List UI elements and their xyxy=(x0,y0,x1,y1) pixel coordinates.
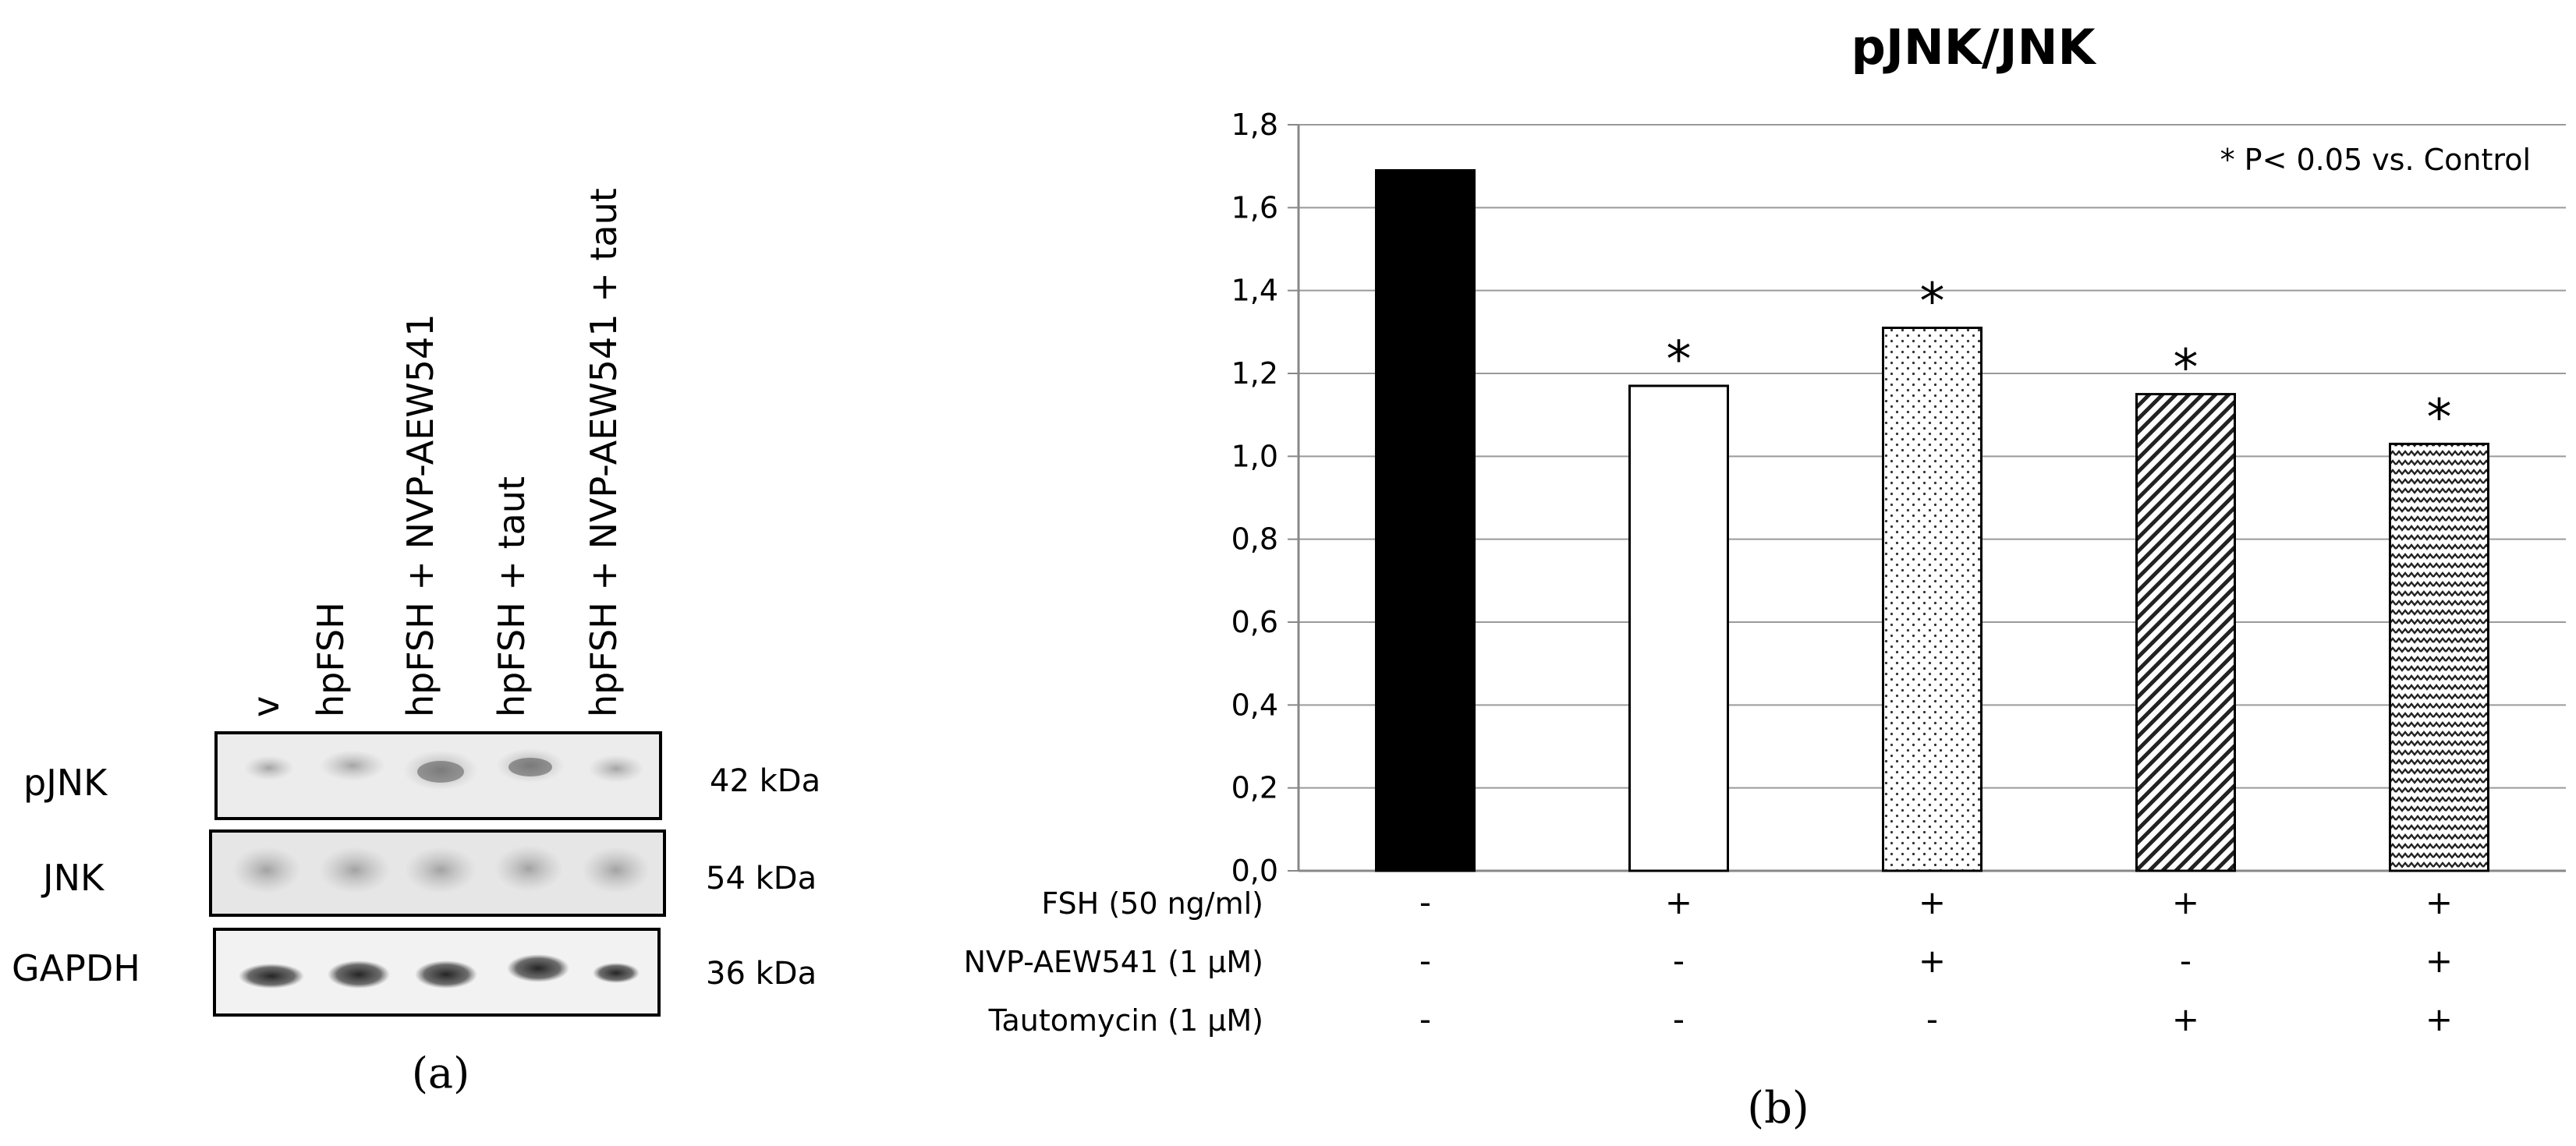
kda-label-pjnk: 42 kDa xyxy=(710,763,820,799)
treatment-symbol: + xyxy=(1919,883,1946,921)
y-tick-label: 0,4 xyxy=(1231,688,1278,722)
treatment-symbol: + xyxy=(2425,1000,2453,1038)
significance-markers: * * * * xyxy=(1667,274,2452,447)
y-tick-label: 0,6 xyxy=(1231,605,1278,639)
lane-labels: v hpFSH hpFSH + NVP-AEW541 hpFSH + taut hpFS… xyxy=(245,188,625,717)
bar xyxy=(1882,327,1982,872)
bar xyxy=(1375,168,1476,872)
significance-annotation: * P< 0.05 vs. Control xyxy=(2220,143,2531,177)
treatment-label: Tautomycin (1 μM) xyxy=(988,1003,1263,1038)
treatment-symbol: + xyxy=(2425,883,2453,921)
panel-a-caption: (a) xyxy=(412,1049,469,1098)
band xyxy=(507,954,569,982)
band xyxy=(239,964,304,989)
treatment-label: FSH (50 ng/ml) xyxy=(1041,886,1263,921)
treatment-label: NVP-AEW541 (1 μM) xyxy=(964,945,1263,979)
band xyxy=(593,963,640,983)
lane-label: hpFSH + taut xyxy=(491,476,533,717)
blot-row-gapdh: GAPDH 36 kDa xyxy=(12,928,817,1017)
lane-label: hpFSH + NVP-AEW541 + taut xyxy=(583,188,625,717)
treatment-symbol: - xyxy=(1419,942,1431,980)
bar xyxy=(2389,442,2489,872)
treatment-symbol: + xyxy=(2172,1000,2199,1038)
band xyxy=(244,755,294,780)
treatment-symbol: + xyxy=(2425,942,2453,980)
kda-label-jnk: 54 kDa xyxy=(706,861,817,897)
blot-row-pjnk: pJNK 42 kDa xyxy=(23,731,820,820)
y-tick-label: 0,0 xyxy=(1231,854,1278,888)
bar xyxy=(2135,393,2236,872)
y-tick-label: 1,6 xyxy=(1231,190,1278,225)
significance-star: * xyxy=(2174,340,2199,398)
y-tick-label: 0,8 xyxy=(1231,522,1278,557)
treatment-symbol: - xyxy=(1419,1000,1431,1038)
bar-chart-panel: pJNK/JNK 0,00,20,40,60,81,01,21,41,61,8 … xyxy=(964,19,2566,1134)
treatment-symbol: - xyxy=(2180,942,2192,980)
western-blot-panel: v hpFSH hpFSH + NVP-AEW541 hpFSH + taut hpFS… xyxy=(12,188,820,1098)
bar xyxy=(1628,384,1729,872)
band xyxy=(319,847,391,893)
blot-label-pjnk: pJNK xyxy=(23,762,108,804)
lane-label: v xyxy=(245,696,287,717)
band xyxy=(417,761,464,783)
band xyxy=(508,758,552,776)
chart-title: pJNK/JNK xyxy=(1851,19,2096,76)
treatment-symbol: - xyxy=(1673,942,1685,980)
significance-star: * xyxy=(1667,331,1692,389)
treatment-symbol: + xyxy=(2172,883,2199,921)
bars xyxy=(1375,168,2489,872)
y-tick-label: 1,2 xyxy=(1231,356,1278,391)
band xyxy=(494,845,563,892)
lane-label: hpFSH xyxy=(310,602,352,717)
band xyxy=(405,847,477,893)
blot-label-gapdh: GAPDH xyxy=(12,947,140,989)
band xyxy=(232,847,301,893)
y-tick-label: 0,2 xyxy=(1231,771,1278,805)
y-tick-label: 1,4 xyxy=(1231,274,1278,308)
treatment-symbol: - xyxy=(1926,1000,1938,1038)
treatment-symbol: + xyxy=(1665,883,1692,921)
significance-star: * xyxy=(1920,274,1945,331)
y-tick-label: 1,8 xyxy=(1231,108,1278,142)
treatment-table: FSH (50 ng/ml) - + + + + NVP-AEW541 (1 μM) - - + -… xyxy=(964,883,2454,1038)
y-tick-label: 1,0 xyxy=(1231,439,1278,473)
y-axis-ticks: 0,0 0,2 0,4 0,6 0,8 1,0 1,2 1,4 1,6 1,8 xyxy=(1231,108,1299,888)
band xyxy=(582,847,650,893)
band xyxy=(588,755,644,783)
kda-label-gapdh: 36 kDa xyxy=(706,956,817,992)
blot-row-jnk: JNK 54 kDa xyxy=(41,829,817,917)
blot-label-jnk: JNK xyxy=(41,857,105,899)
treatment-symbol: + xyxy=(1919,942,1946,980)
band xyxy=(320,750,385,781)
treatment-symbol: - xyxy=(1673,1000,1685,1038)
band xyxy=(415,960,477,989)
lane-label: hpFSH + NVP-AEW541 xyxy=(399,313,441,717)
band xyxy=(328,960,390,989)
significance-star: * xyxy=(2427,389,2452,447)
panel-b-caption: (b) xyxy=(1747,1083,1809,1134)
treatment-symbol: - xyxy=(1419,883,1431,921)
